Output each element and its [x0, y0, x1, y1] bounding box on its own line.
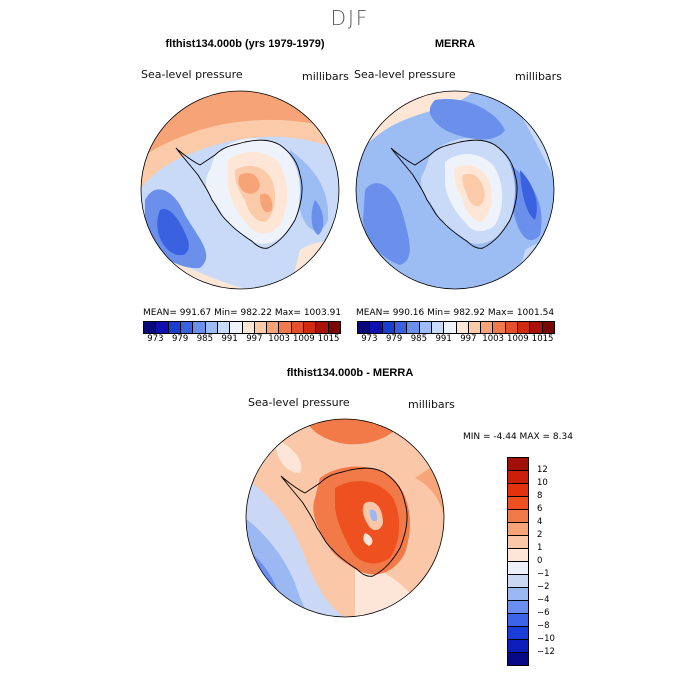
obs-colorbar-swatch [456, 322, 469, 333]
diff-minmax: MIN = -4.44 MAX = 8.34 [463, 432, 573, 442]
diff-units-label: millibars [408, 398, 455, 411]
obs-colorbar-swatch [407, 322, 420, 333]
obs-colorbar-swatch [493, 322, 506, 333]
model-colorbar-tick: 979 [172, 334, 189, 344]
obs-colorbar: 973 979 985 991 997 1003 1009 1015 [357, 321, 555, 345]
model-colorbar-swatch [242, 322, 255, 333]
diff-colorbar-tick: −12 [537, 647, 555, 657]
diff-colorbar-swatch [508, 523, 528, 536]
obs-variable-label: Sea-level pressure [354, 68, 456, 81]
model-units-label: millibars [302, 70, 349, 83]
model-colorbar-swatch [328, 322, 340, 333]
diff-colorbar-swatch [508, 484, 528, 497]
obs-colorbar-swatch [358, 322, 371, 333]
model-polar-map [140, 90, 340, 290]
obs-colorbar-swatch [444, 322, 457, 333]
model-stats: MEAN= 991.67 Min= 982.22 Max= 1003.91 [143, 308, 342, 318]
model-colorbar-tick: 985 [196, 334, 213, 344]
model-colorbar-swatch [267, 322, 280, 333]
diff-panel-title: flthist134.000b - MERRA [286, 367, 414, 379]
obs-stats: MEAN= 990.16 Min= 982.92 Max= 1001.54 [356, 308, 555, 318]
diff-colorbar [507, 457, 529, 666]
diff-variable-label: Sea-level pressure [248, 396, 350, 409]
model-colorbar-swatch [193, 322, 206, 333]
model-colorbar-tick: 997 [246, 334, 263, 344]
obs-colorbar-tick: 997 [460, 334, 477, 344]
obs-colorbar-swatch [394, 322, 408, 333]
model-colorbar-swatch [316, 322, 329, 333]
diff-colorbar-tick: −2 [537, 582, 550, 592]
diff-colorbar-tick: 2 [537, 530, 543, 540]
diff-colorbar-swatch [508, 536, 528, 549]
diff-colorbar-swatch [508, 458, 528, 471]
model-colorbar-tick: 973 [147, 334, 164, 344]
diff-colorbar-swatch [508, 471, 528, 484]
diff-colorbar-tick: 6 [537, 504, 543, 514]
obs-colorbar-tick: 1015 [531, 334, 554, 344]
diff-colorbar-tick: 10 [537, 478, 548, 488]
model-colorbar-swatch [168, 322, 181, 333]
model-colorbar-swatch [304, 322, 317, 333]
obs-colorbar-swatch [370, 322, 383, 333]
diff-colorbar-tick: 4 [537, 517, 543, 527]
obs-colorbar-tick: 979 [386, 334, 403, 344]
obs-colorbar-tick: 991 [435, 334, 452, 344]
diff-colorbar-swatch [508, 601, 528, 614]
diff-colorbar-swatch [508, 627, 528, 640]
model-colorbar-swatch [279, 322, 292, 333]
model-colorbar-swatch [144, 322, 157, 333]
obs-colorbar-swatch [518, 322, 531, 333]
model-colorbar-swatch [230, 322, 243, 333]
diff-colorbar-swatch [508, 614, 528, 627]
model-colorbar-swatch [291, 322, 305, 333]
model-colorbar-swatch [180, 322, 194, 333]
model-variable-label: Sea-level pressure [141, 68, 243, 81]
model-colorbar: 973 979 985 991 997 1003 1009 1015 [143, 321, 341, 345]
obs-colorbar-swatch [481, 322, 494, 333]
figure-title: DJF [330, 6, 370, 30]
obs-colorbar-swatch [419, 322, 432, 333]
diff-colorbar-swatch [508, 562, 528, 575]
model-colorbar-swatch [254, 322, 268, 333]
diff-colorbar-tick: 0 [537, 556, 543, 566]
obs-colorbar-swatch [505, 322, 519, 333]
obs-colorbar-tick: 1003 [482, 334, 504, 344]
diff-colorbar-tick: −10 [537, 634, 555, 644]
obs-colorbar-swatch [382, 322, 395, 333]
diff-colorbar-tick: 8 [537, 491, 543, 501]
obs-colorbar-tick: 985 [410, 334, 427, 344]
model-colorbar-swatch [205, 322, 218, 333]
model-colorbar-tick: 991 [221, 334, 238, 344]
diff-colorbar-swatch [508, 497, 528, 510]
model-colorbar-tick: 1009 [293, 334, 315, 344]
obs-colorbar-swatch [431, 322, 445, 333]
diff-colorbar-swatch [508, 549, 528, 562]
diff-colorbar-tick: −6 [537, 608, 550, 618]
diff-colorbar-swatch [508, 588, 528, 601]
obs-colorbar-swatch [530, 322, 543, 333]
diff-polar-map [245, 418, 445, 618]
obs-colorbar-tick: 1009 [507, 334, 529, 344]
diff-colorbar-swatch [508, 575, 528, 588]
model-colorbar-tick: 1015 [317, 334, 340, 344]
diff-colorbar-tick: −4 [537, 595, 550, 605]
diff-colorbar-swatch [508, 653, 528, 665]
diff-colorbar-swatch [508, 510, 528, 523]
obs-colorbar-tick: 973 [361, 334, 378, 344]
diff-colorbar-tick: 12 [537, 465, 548, 475]
model-colorbar-swatch [217, 322, 231, 333]
obs-units-label: millibars [515, 70, 562, 83]
diff-colorbar-swatch [508, 640, 528, 653]
diff-colorbar-tick: −8 [537, 621, 550, 631]
model-colorbar-tick: 1003 [268, 334, 290, 344]
obs-panel-title: MERRA [434, 38, 476, 50]
diff-colorbar-tick: −1 [537, 569, 550, 579]
obs-colorbar-swatch [542, 322, 554, 333]
obs-colorbar-swatch [468, 322, 482, 333]
diff-colorbar-tick: 1 [537, 543, 543, 553]
obs-polar-map [355, 90, 555, 290]
model-colorbar-swatch [156, 322, 169, 333]
model-panel-title: flthist134.000b (yrs 1979-1979) [165, 38, 325, 50]
